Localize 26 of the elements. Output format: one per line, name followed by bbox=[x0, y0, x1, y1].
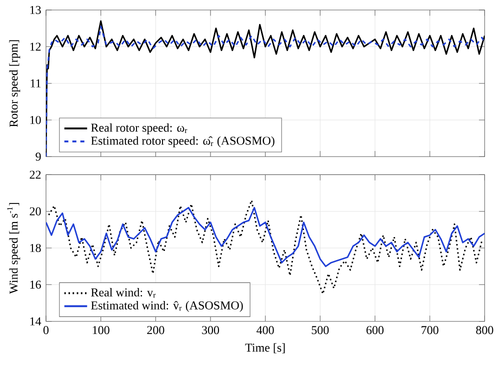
x-tick-label: 700 bbox=[422, 326, 438, 334]
y-tick-label: 16 bbox=[30, 280, 41, 289]
y-axis-title: Wind speed [m s$^{-1}$] bbox=[7, 202, 20, 294]
y-tick-label: 9 bbox=[36, 152, 41, 161]
y-tick-label: 18 bbox=[30, 244, 41, 252]
y-tick-label: 10 bbox=[30, 116, 41, 124]
y-tick-label: 12 bbox=[30, 42, 41, 51]
x-tick-label: 0 bbox=[43, 326, 49, 334]
y-tick-label: 14 bbox=[30, 317, 42, 326]
legend-label: Estimated wind: v̂$_{r}$ (ASOSMO) bbox=[91, 301, 243, 312]
y-axis-title: Rotor speed [rpm] bbox=[9, 40, 20, 127]
y-tick-label: 22 bbox=[30, 170, 41, 179]
x-tick-label: 300 bbox=[202, 326, 220, 334]
x-tick-label: 200 bbox=[147, 326, 164, 334]
x-axis-title: Time [s] bbox=[245, 343, 285, 354]
y-tick-label: 11 bbox=[30, 79, 41, 88]
legend-label: Real wind: v$_{r}$ bbox=[91, 288, 156, 298]
x-tick-label: 100 bbox=[92, 326, 110, 334]
y-tick-label: 13 bbox=[30, 6, 41, 14]
x-tick-label: 800 bbox=[476, 326, 494, 334]
y-tick-label: 20 bbox=[30, 207, 41, 216]
x-tick-label: 500 bbox=[312, 326, 329, 334]
legend-label: Estimated rotor speed: ω̂$_{r}$ (ASOSMO) bbox=[91, 136, 274, 148]
x-tick-label: 600 bbox=[366, 326, 384, 334]
legend-label: Real rotor speed: ω$_{r}$ bbox=[91, 123, 188, 134]
x-tick-label: 400 bbox=[256, 326, 274, 334]
